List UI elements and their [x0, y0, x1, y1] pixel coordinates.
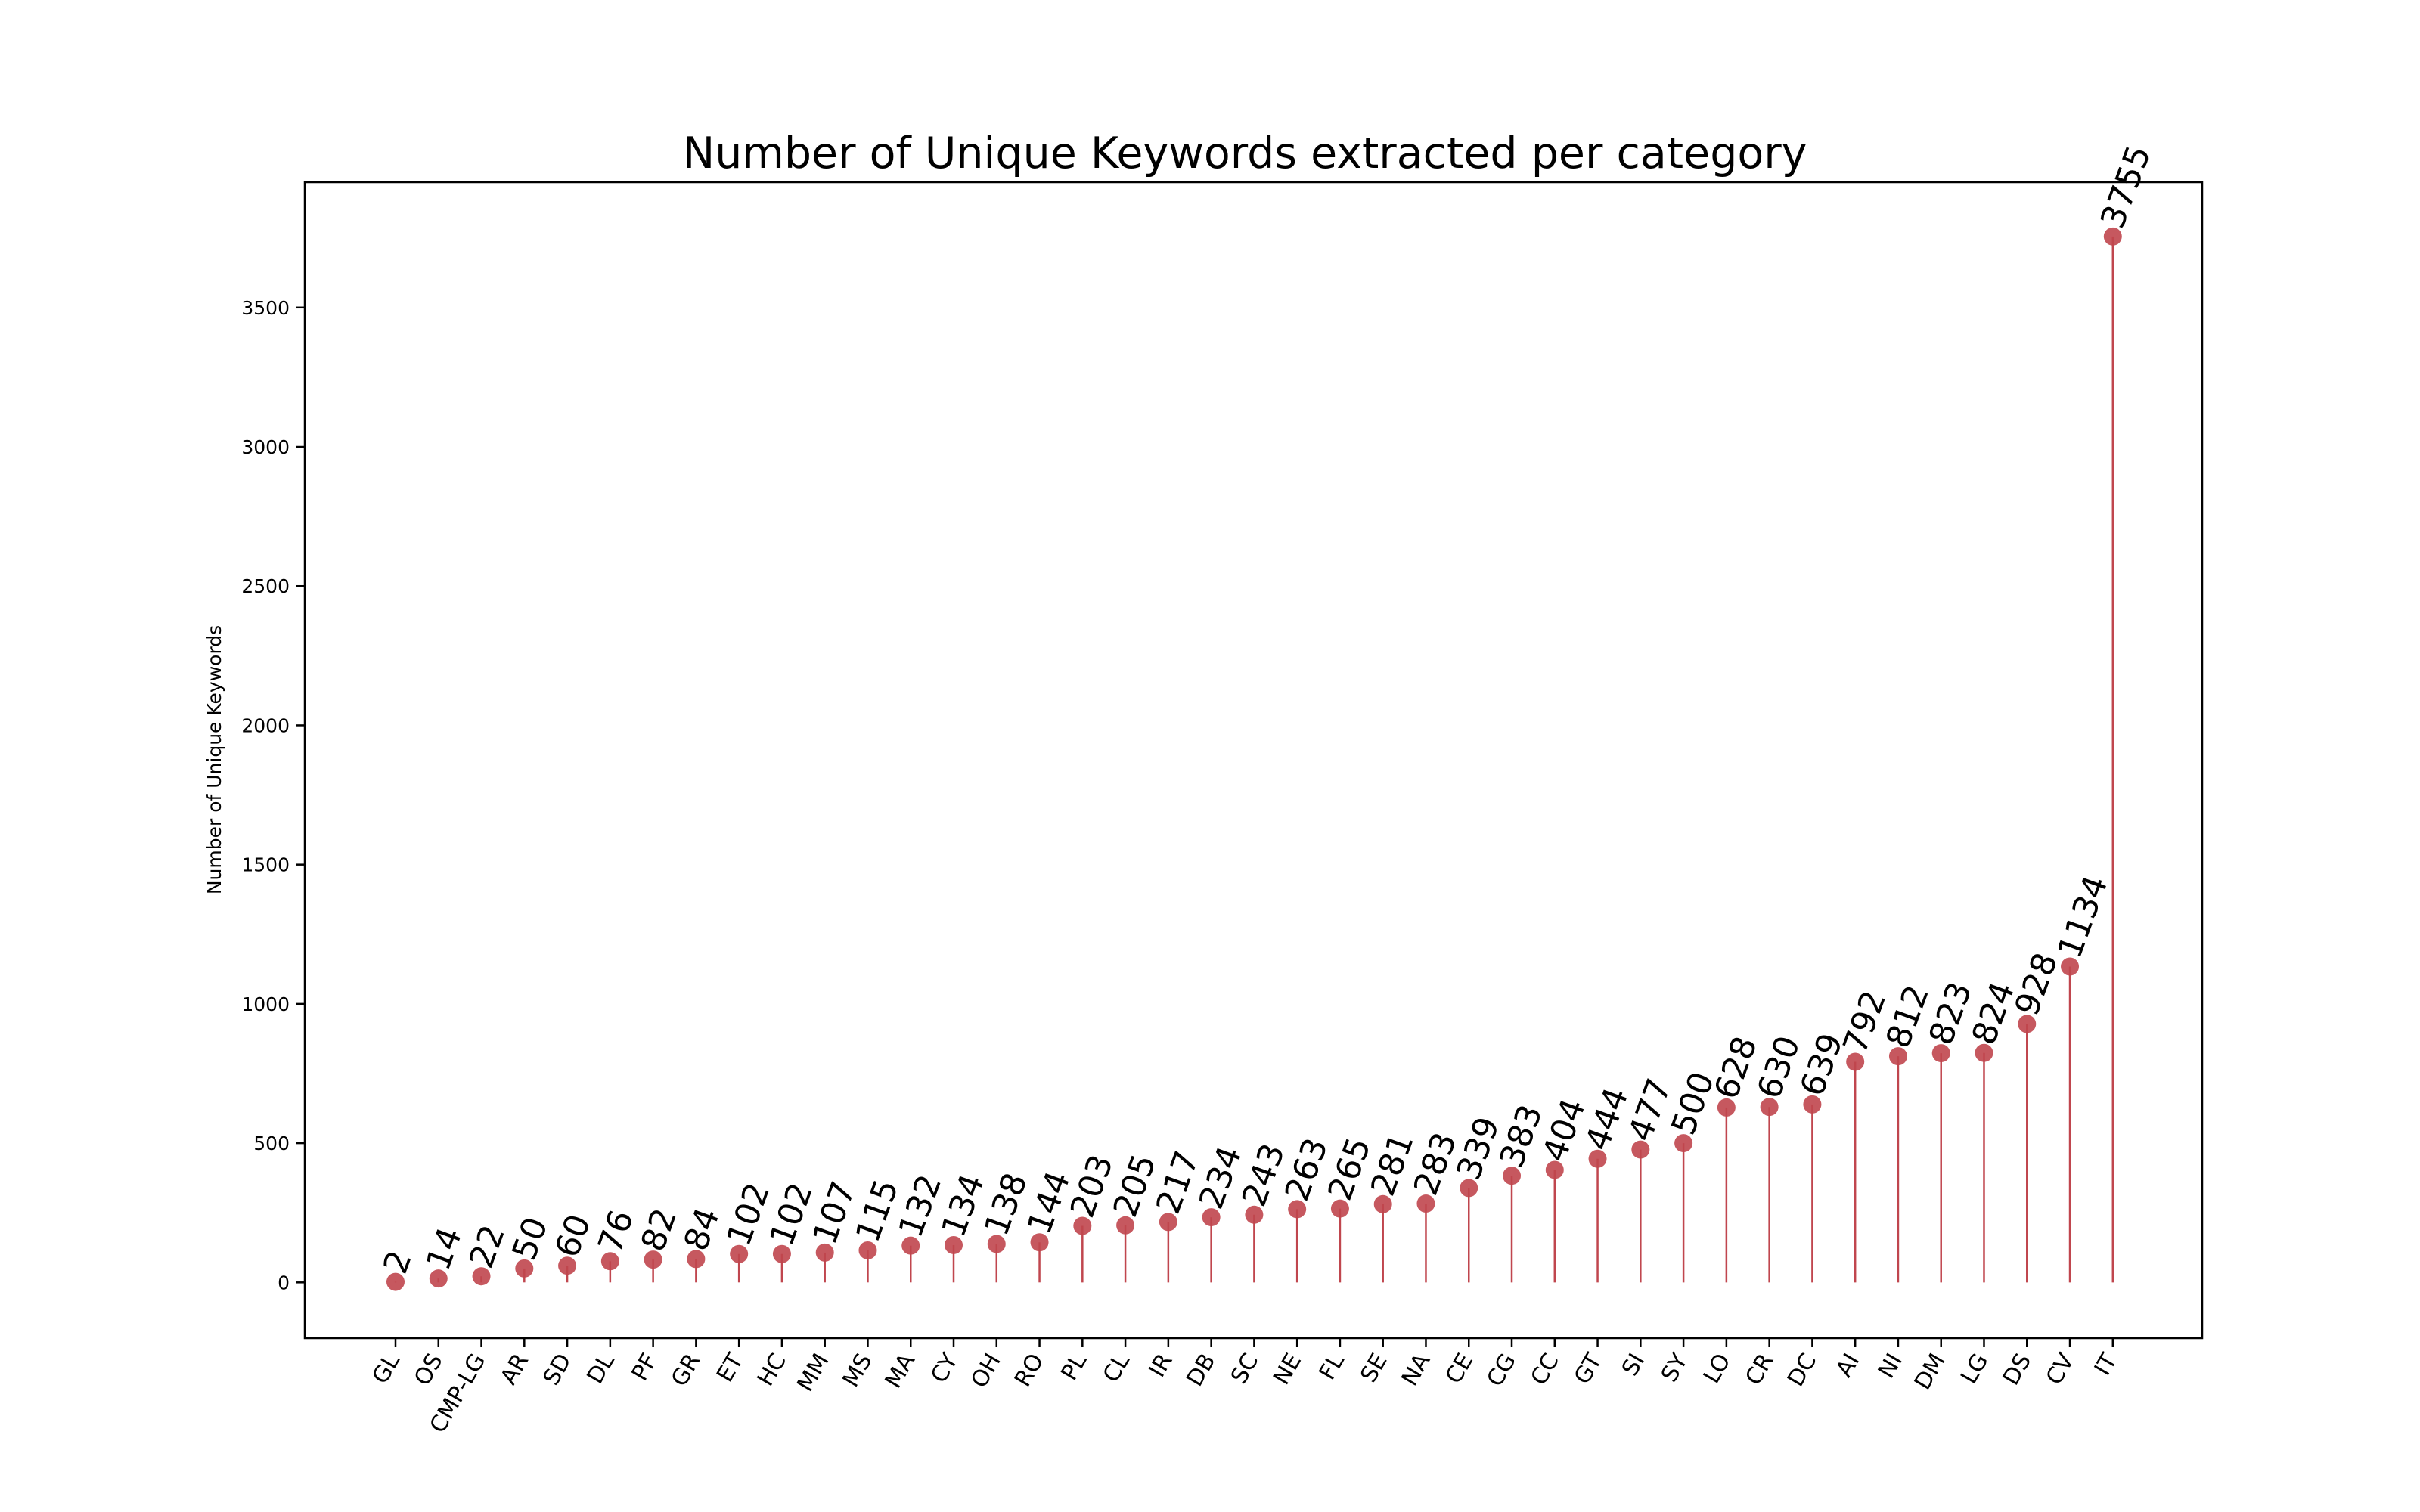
- data-point: [945, 1235, 963, 1254]
- data-point: [1717, 1098, 1736, 1117]
- y-tick-label: 1000: [241, 993, 290, 1015]
- data-point: [2103, 227, 2122, 246]
- stems: [394, 236, 2114, 1283]
- data-point: [1373, 1194, 1392, 1213]
- data-point: [1760, 1098, 1779, 1117]
- data-point: [1073, 1216, 1092, 1235]
- data-point: [644, 1250, 662, 1269]
- y-tick-label: 2000: [241, 714, 290, 736]
- chart-title: Number of Unique Keywords extracted per …: [683, 129, 1807, 178]
- data-point: [815, 1243, 834, 1262]
- data-point: [858, 1241, 877, 1259]
- y-tick-label: 500: [253, 1132, 290, 1154]
- data-point: [1545, 1160, 1564, 1179]
- data-point: [1803, 1095, 1822, 1114]
- data-point: [558, 1256, 577, 1275]
- data-point: [1460, 1179, 1478, 1198]
- markers: [386, 227, 2122, 1291]
- data-point: [2061, 957, 2080, 976]
- y-axis-label: Number of Unique Keywords: [203, 625, 225, 894]
- data-point: [901, 1236, 920, 1255]
- data-point: [472, 1267, 491, 1286]
- data-point: [1159, 1213, 1177, 1232]
- y-tick-label: 3000: [241, 436, 290, 458]
- data-point: [1631, 1140, 1650, 1159]
- data-point: [1202, 1208, 1221, 1227]
- data-point: [1975, 1043, 1993, 1062]
- data-point: [772, 1244, 791, 1263]
- y-tick-label: 2500: [241, 575, 290, 597]
- y-tick-label: 0: [278, 1272, 290, 1294]
- data-point: [730, 1244, 749, 1263]
- data-point: [1674, 1134, 1693, 1153]
- data-point: [1503, 1167, 1522, 1185]
- data-point: [1330, 1199, 1349, 1218]
- data-point: [1588, 1149, 1607, 1168]
- data-point: [1888, 1047, 1907, 1066]
- data-point: [1288, 1200, 1307, 1219]
- data-point: [1030, 1233, 1049, 1252]
- data-point: [987, 1235, 1006, 1253]
- y-axis: 0 500 1000 1500 2000 2500 3000 3500: [241, 297, 305, 1294]
- data-point: [2018, 1015, 2037, 1033]
- data-point: [1846, 1052, 1865, 1071]
- data-point: [1245, 1205, 1264, 1224]
- data-point: [386, 1272, 405, 1291]
- data-point: [1116, 1216, 1135, 1235]
- data-point: [1416, 1194, 1435, 1213]
- y-tick-label: 3500: [241, 297, 290, 319]
- data-point: [600, 1252, 619, 1271]
- data-point: [1931, 1044, 1950, 1063]
- data-point: [687, 1250, 706, 1269]
- y-tick-label: 1500: [241, 854, 290, 876]
- data-point: [515, 1259, 534, 1278]
- plot-frame: [303, 181, 2204, 1340]
- data-point: [429, 1269, 448, 1288]
